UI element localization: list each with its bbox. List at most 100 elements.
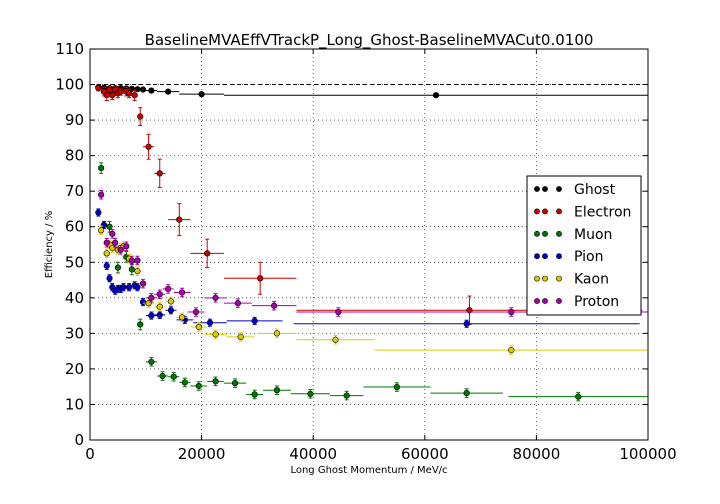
data-point (508, 346, 515, 354)
data-point (231, 380, 239, 387)
legend-item-pion: Pion (534, 249, 603, 265)
data-point (117, 88, 124, 95)
legend-item-kaon: Kaon (534, 272, 609, 288)
legend-marker (542, 275, 548, 282)
legend-item-proton: Proton (534, 294, 619, 310)
data-point (393, 383, 401, 391)
data-point (343, 392, 350, 399)
y-tick-label: 30 (65, 324, 84, 342)
data-point (128, 266, 135, 273)
data-point (575, 393, 582, 400)
y-axis-label: Efficiency / % (44, 211, 55, 278)
legend-marker (556, 186, 562, 192)
y-tick-label: 60 (65, 218, 84, 236)
data-point (145, 300, 152, 307)
y-tick-label: 90 (65, 111, 84, 129)
data-point (117, 246, 124, 253)
legend-marker (556, 275, 562, 282)
series-proton (98, 189, 648, 317)
data-point (212, 294, 219, 301)
data-point (181, 379, 188, 386)
legend-label: Electron (574, 204, 631, 220)
y-tick-label: 100 (55, 76, 84, 94)
data-point (139, 298, 147, 306)
data-point (159, 372, 166, 380)
data-point (139, 86, 147, 93)
data-point (204, 250, 211, 257)
data-point (463, 389, 470, 397)
series-electron (95, 84, 643, 325)
data-point (156, 291, 163, 298)
data-point (463, 320, 470, 327)
x-axis-label: Long Ghost Momentum / MeV/c (290, 465, 447, 476)
legend-label: Ghost (574, 182, 616, 198)
data-point (178, 289, 186, 296)
data-point (167, 307, 175, 314)
axis-ticks: 0 20000 40000 60000 80000 100000 0 10 20 30 40 50 60… (55, 40, 676, 463)
data-point (195, 323, 202, 331)
y-tick-label: 70 (65, 182, 84, 200)
y-tick-label: 80 (65, 147, 84, 165)
legend-marker (534, 208, 540, 215)
data-point (134, 86, 141, 93)
data-point (508, 308, 515, 316)
legend-marker (534, 298, 540, 304)
data-point (125, 90, 133, 97)
data-point (148, 87, 155, 94)
legend-item-ghost: Ghost (534, 182, 616, 198)
y-tick-label: 10 (65, 395, 84, 413)
series-ghost (95, 83, 648, 99)
legend-item-muon: Muon (534, 227, 612, 243)
y-tick-label: 50 (65, 253, 84, 271)
data-point (112, 239, 119, 246)
data-point (131, 92, 138, 99)
data-point (137, 113, 144, 120)
x-tick-label: 20000 (178, 445, 226, 463)
data-point (114, 264, 121, 271)
data-point (137, 321, 144, 328)
data-point (335, 308, 342, 316)
legend-marker (542, 208, 548, 215)
x-tick-label: 80000 (513, 445, 561, 463)
legend-marker (542, 253, 548, 260)
data-point (109, 244, 116, 252)
data-point (156, 303, 163, 310)
data-point (106, 223, 113, 230)
data-point (106, 275, 113, 282)
legend-marker (534, 253, 540, 260)
data-point (134, 284, 141, 291)
data-point (145, 143, 152, 150)
data-point (139, 280, 147, 287)
data-point (100, 221, 108, 229)
data-point (98, 227, 105, 234)
legend: Ghost Electron Muon Pion Kaon Proton (526, 175, 642, 316)
data-point (148, 294, 155, 301)
legend-label: Kaon (574, 272, 609, 288)
data-point (273, 387, 281, 394)
legend-marker (542, 230, 548, 237)
data-point (271, 302, 278, 309)
legend-box (526, 175, 642, 316)
legend-marker (542, 298, 548, 304)
legend-marker (556, 253, 562, 260)
data-point (128, 257, 135, 264)
legend-marker (556, 208, 562, 215)
x-tick-label: 100000 (619, 445, 676, 463)
data-point (98, 191, 105, 198)
x-tick-label: 40000 (289, 445, 337, 463)
chart-title: BaselineMVAEffVTrackP_Long_Ghost-Baselin… (145, 31, 594, 50)
data-point (134, 257, 141, 264)
data-point (237, 333, 244, 341)
y-tick-label: 110 (55, 40, 84, 58)
legend-marker (542, 186, 548, 192)
data-point (206, 319, 214, 326)
data-point (148, 312, 155, 319)
data-point (103, 239, 110, 246)
data-point (198, 91, 205, 98)
data-point (98, 164, 105, 172)
data-point (251, 317, 258, 325)
data-point (125, 284, 133, 291)
y-tick-label: 0 (74, 431, 84, 449)
data-point (273, 330, 281, 337)
